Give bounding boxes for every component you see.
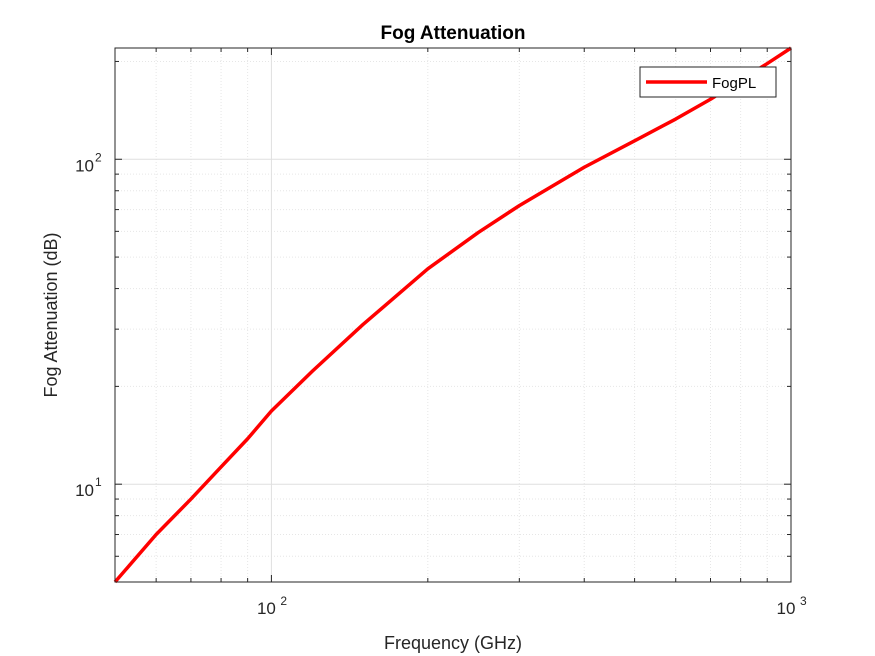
x-tick-label-exponent: 2 — [280, 594, 287, 608]
y-tick-label: 10 — [75, 481, 94, 500]
chart-title: Fog Attenuation — [381, 23, 526, 44]
y-tick-label: 10 — [75, 156, 94, 175]
major-grid — [115, 48, 791, 582]
axis-ticks — [114, 48, 792, 583]
minor-grid — [115, 48, 791, 582]
x-axis-label: Frequency (GHz) — [384, 633, 522, 653]
y-tick-label-exponent: 2 — [95, 150, 102, 164]
x-tick-label-exponent: 3 — [800, 594, 807, 608]
axes-box — [114, 47, 792, 583]
legend-label-fogpl: FogPL — [712, 75, 756, 92]
y-axis-label: Fog Attenuation (dB) — [41, 232, 61, 397]
legend: FogPL — [639, 66, 777, 98]
tick-labels: 10 2 10 310 110 2 — [75, 150, 807, 618]
x-tick-label: 10 — [257, 599, 276, 618]
x-tick-label: 10 — [777, 599, 796, 618]
plot-area — [115, 48, 791, 582]
y-tick-label-exponent: 1 — [95, 475, 102, 489]
